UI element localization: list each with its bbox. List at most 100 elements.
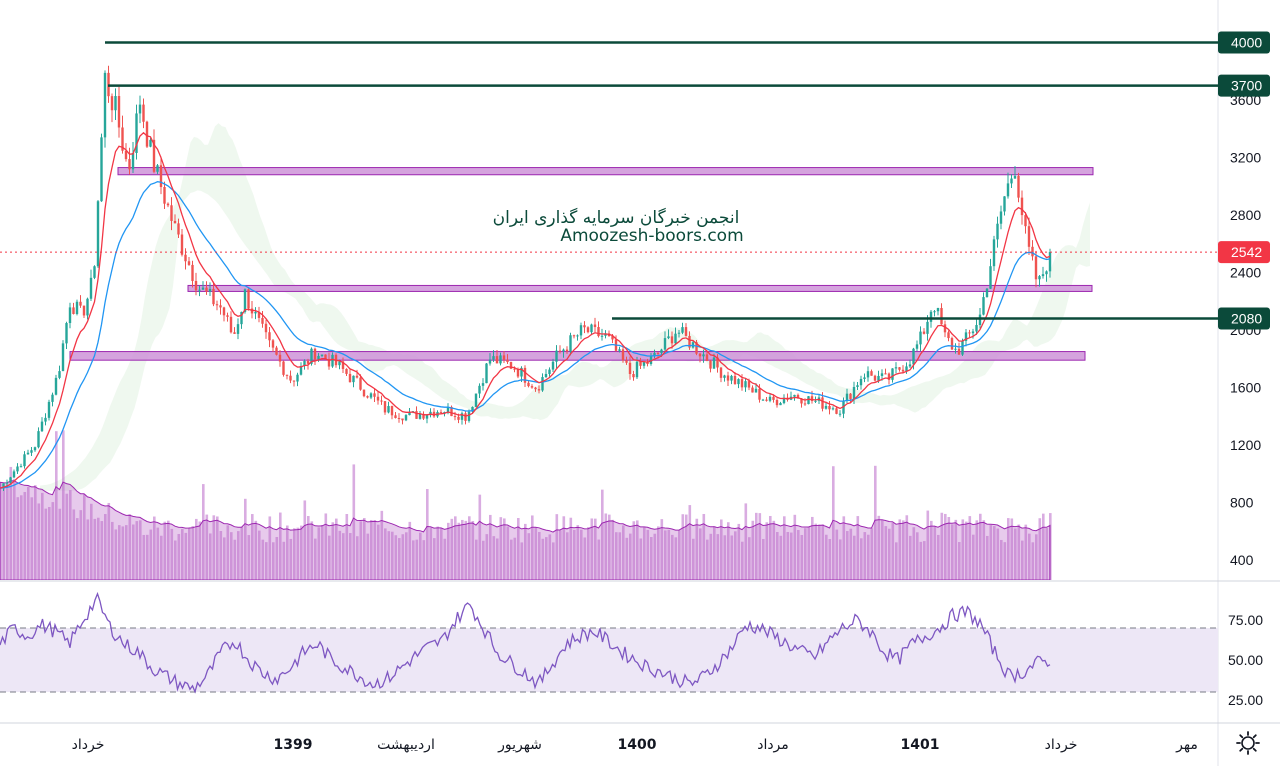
volume-bar xyxy=(170,528,174,580)
volume-bar xyxy=(86,519,90,580)
volume-bar xyxy=(34,485,37,580)
volume-bar xyxy=(65,493,69,580)
volume-bar xyxy=(422,540,426,580)
volume-bar xyxy=(671,534,674,580)
volume-bar xyxy=(177,533,181,580)
candle-body xyxy=(177,223,180,235)
volume-bar xyxy=(328,535,331,580)
volume-bar xyxy=(919,541,923,580)
level-badge-2080-text: 2080 xyxy=(1231,311,1262,327)
volume-bar xyxy=(629,533,632,580)
volume-bar xyxy=(426,489,429,580)
volume-bar xyxy=(23,491,27,580)
candle-body xyxy=(723,375,726,378)
candle-body xyxy=(352,375,355,383)
volume-bar xyxy=(524,523,527,580)
volume-bar xyxy=(440,528,443,580)
candle-body xyxy=(499,355,502,364)
candle-body xyxy=(870,371,873,376)
candle-body xyxy=(338,361,341,366)
rsi-axis-ticks[interactable]: 75.00 50.00 25.00 xyxy=(1228,612,1263,708)
volume-bar xyxy=(1045,527,1049,580)
candle-body xyxy=(369,393,373,398)
volume-bar xyxy=(580,529,583,580)
volume-bar xyxy=(37,503,41,580)
volume-bar xyxy=(272,542,275,580)
candle-body xyxy=(404,415,408,421)
candle-body xyxy=(422,413,425,419)
volume-bar xyxy=(566,532,569,580)
volume-bar xyxy=(573,529,576,580)
volume-bar xyxy=(923,541,926,580)
volume-bar xyxy=(912,527,916,580)
candle-body xyxy=(779,403,782,406)
volume-bar xyxy=(751,520,755,580)
candle-body xyxy=(145,121,149,147)
candle-body xyxy=(135,113,138,153)
volume-bar xyxy=(909,535,912,580)
current-price-badge-text: 2542 xyxy=(1231,244,1262,260)
candle-body xyxy=(600,335,604,337)
volume-bar xyxy=(83,494,86,580)
candle-body xyxy=(187,261,191,265)
candle-body xyxy=(457,416,460,420)
volume-bar xyxy=(755,512,758,580)
volume-bar xyxy=(69,490,72,580)
volume-bar xyxy=(373,520,377,580)
candle-body xyxy=(859,378,863,386)
volume-bar xyxy=(471,520,475,580)
volume-bar xyxy=(776,532,779,580)
volume-bar xyxy=(741,541,744,580)
volume-bar xyxy=(604,513,608,580)
volume-bar xyxy=(517,518,520,580)
candle-body xyxy=(306,360,310,364)
volume-bar xyxy=(139,520,142,580)
candle-body xyxy=(128,159,131,170)
volume-bar xyxy=(881,519,884,580)
candle-body xyxy=(537,389,541,391)
volume-bar xyxy=(996,528,1000,580)
time-axis-labels[interactable]: خرداد 1399 اردیبهشت شهریور 1400 مرداد 1401 خردا… xyxy=(72,737,1198,753)
candle-body xyxy=(86,298,89,316)
candle-body xyxy=(828,405,831,410)
time-label-0: خرداد xyxy=(72,737,105,753)
support-resistance-zones[interactable] xyxy=(69,167,1094,361)
candle-body xyxy=(527,382,530,387)
volume-bar xyxy=(142,534,146,580)
gear-icon[interactable] xyxy=(1236,731,1260,755)
volume-bar xyxy=(793,514,797,580)
candle-body xyxy=(481,383,485,386)
candle-body xyxy=(121,127,124,151)
volume-bar xyxy=(338,530,342,580)
volume-bar xyxy=(891,522,895,580)
volume-bar xyxy=(233,539,237,580)
volume-bar xyxy=(678,530,681,580)
volume-bar xyxy=(387,531,391,580)
candle-body xyxy=(635,361,639,378)
volume-bar xyxy=(902,520,905,580)
volume-bar xyxy=(356,536,359,580)
volume-bar xyxy=(888,528,891,580)
volume-bar xyxy=(674,537,678,580)
candle-body xyxy=(296,374,299,382)
candle-body xyxy=(926,321,929,334)
candle-body xyxy=(775,399,779,406)
volume-bar xyxy=(632,521,636,580)
volume-bar xyxy=(195,518,198,580)
candle-body xyxy=(814,400,817,402)
volume-bar xyxy=(401,534,405,580)
volume-bar xyxy=(275,537,279,580)
volume-bar xyxy=(352,464,356,580)
volume-bar xyxy=(895,542,898,580)
candle-body xyxy=(751,387,754,393)
volume-bar xyxy=(520,542,524,580)
candle-body xyxy=(975,325,978,332)
volume-bar xyxy=(961,519,965,580)
horizontal-levels[interactable] xyxy=(105,41,1218,320)
volume-bar xyxy=(870,528,874,580)
candle-body xyxy=(880,373,884,376)
candle-body xyxy=(646,362,649,365)
candle-body xyxy=(674,333,677,344)
